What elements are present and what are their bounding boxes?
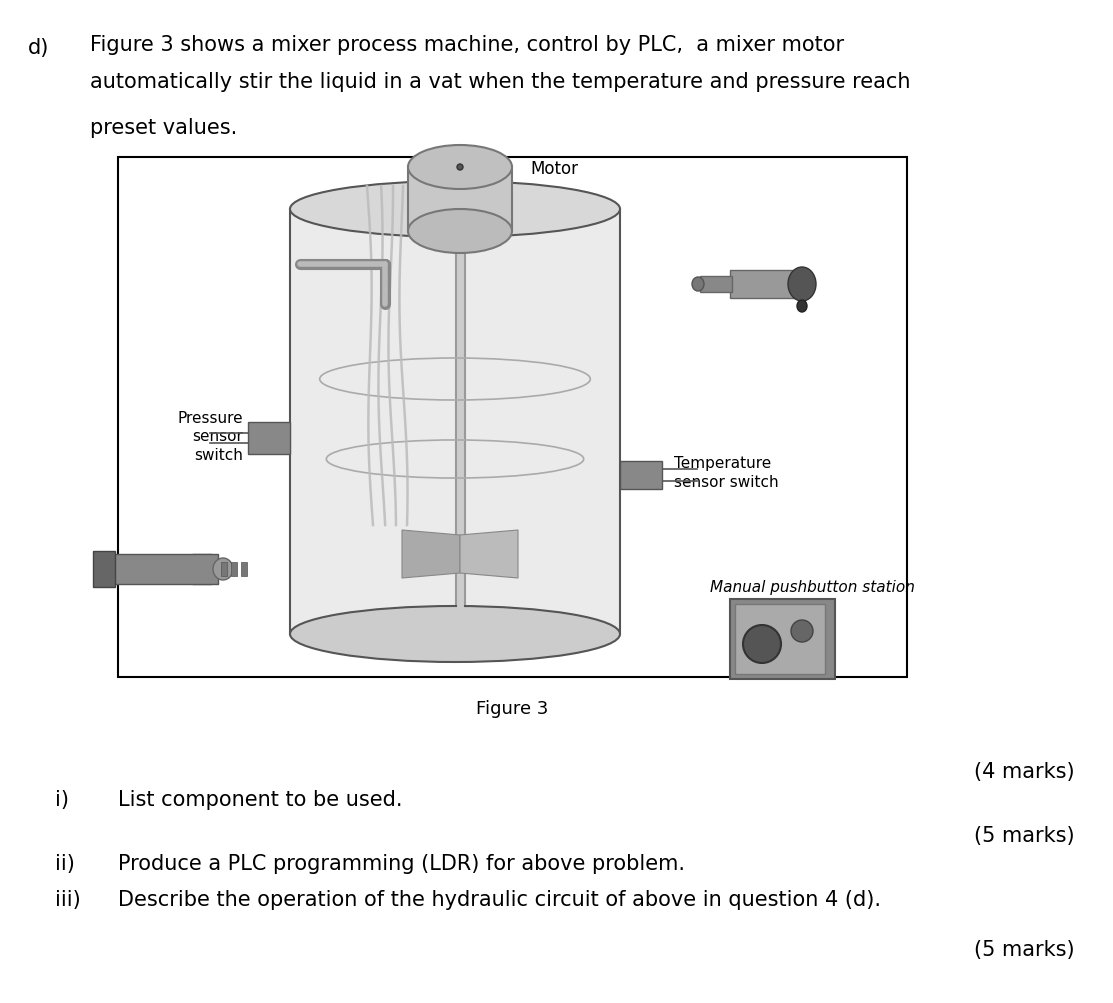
Ellipse shape <box>788 268 816 302</box>
Ellipse shape <box>797 301 807 313</box>
Bar <box>114 555 218 585</box>
Ellipse shape <box>290 182 620 238</box>
Bar <box>242 563 247 577</box>
Text: i): i) <box>55 789 69 809</box>
Text: Figure 3 shows a mixer process machine, control by PLC,  a mixer motor: Figure 3 shows a mixer process machine, … <box>90 35 844 55</box>
Bar <box>248 422 290 454</box>
Text: List component to be used.: List component to be used. <box>118 789 403 809</box>
Text: preset values.: preset values. <box>90 118 237 137</box>
Ellipse shape <box>408 210 512 254</box>
Text: (5 marks): (5 marks) <box>974 939 1075 959</box>
Bar <box>730 271 795 299</box>
Polygon shape <box>408 168 512 232</box>
Ellipse shape <box>791 621 812 642</box>
Text: Manual pushbutton station: Manual pushbutton station <box>710 580 915 595</box>
Text: Produce a PLC programming (LDR) for above problem.: Produce a PLC programming (LDR) for abov… <box>118 854 684 874</box>
Text: Pressure
sensor
switch: Pressure sensor switch <box>177 410 243 462</box>
Text: (4 marks): (4 marks) <box>974 761 1075 781</box>
Bar <box>700 277 732 293</box>
Text: ii): ii) <box>55 854 75 874</box>
Bar <box>735 605 825 674</box>
Ellipse shape <box>692 278 705 292</box>
Text: (5 marks): (5 marks) <box>974 825 1075 846</box>
Bar <box>118 157 907 677</box>
Ellipse shape <box>743 626 781 663</box>
Bar <box>730 600 835 679</box>
Ellipse shape <box>408 145 512 190</box>
Polygon shape <box>290 210 620 634</box>
Bar <box>221 563 227 577</box>
Polygon shape <box>460 531 518 579</box>
Text: Temperature
sensor switch: Temperature sensor switch <box>674 455 779 489</box>
Text: automatically stir the liquid in a vat when the temperature and pressure reach: automatically stir the liquid in a vat w… <box>90 72 910 92</box>
Ellipse shape <box>290 607 620 662</box>
Ellipse shape <box>213 559 233 581</box>
Bar <box>93 552 115 588</box>
Text: Describe the operation of the hydraulic circuit of above in question 4 (d).: Describe the operation of the hydraulic … <box>118 889 881 909</box>
Ellipse shape <box>457 164 463 171</box>
Bar <box>232 563 237 577</box>
Polygon shape <box>402 531 460 579</box>
Text: d): d) <box>28 38 49 58</box>
Text: Motor: Motor <box>530 159 578 178</box>
Text: Figure 3: Figure 3 <box>476 699 549 717</box>
Text: iii): iii) <box>55 889 81 909</box>
Bar <box>620 461 662 489</box>
